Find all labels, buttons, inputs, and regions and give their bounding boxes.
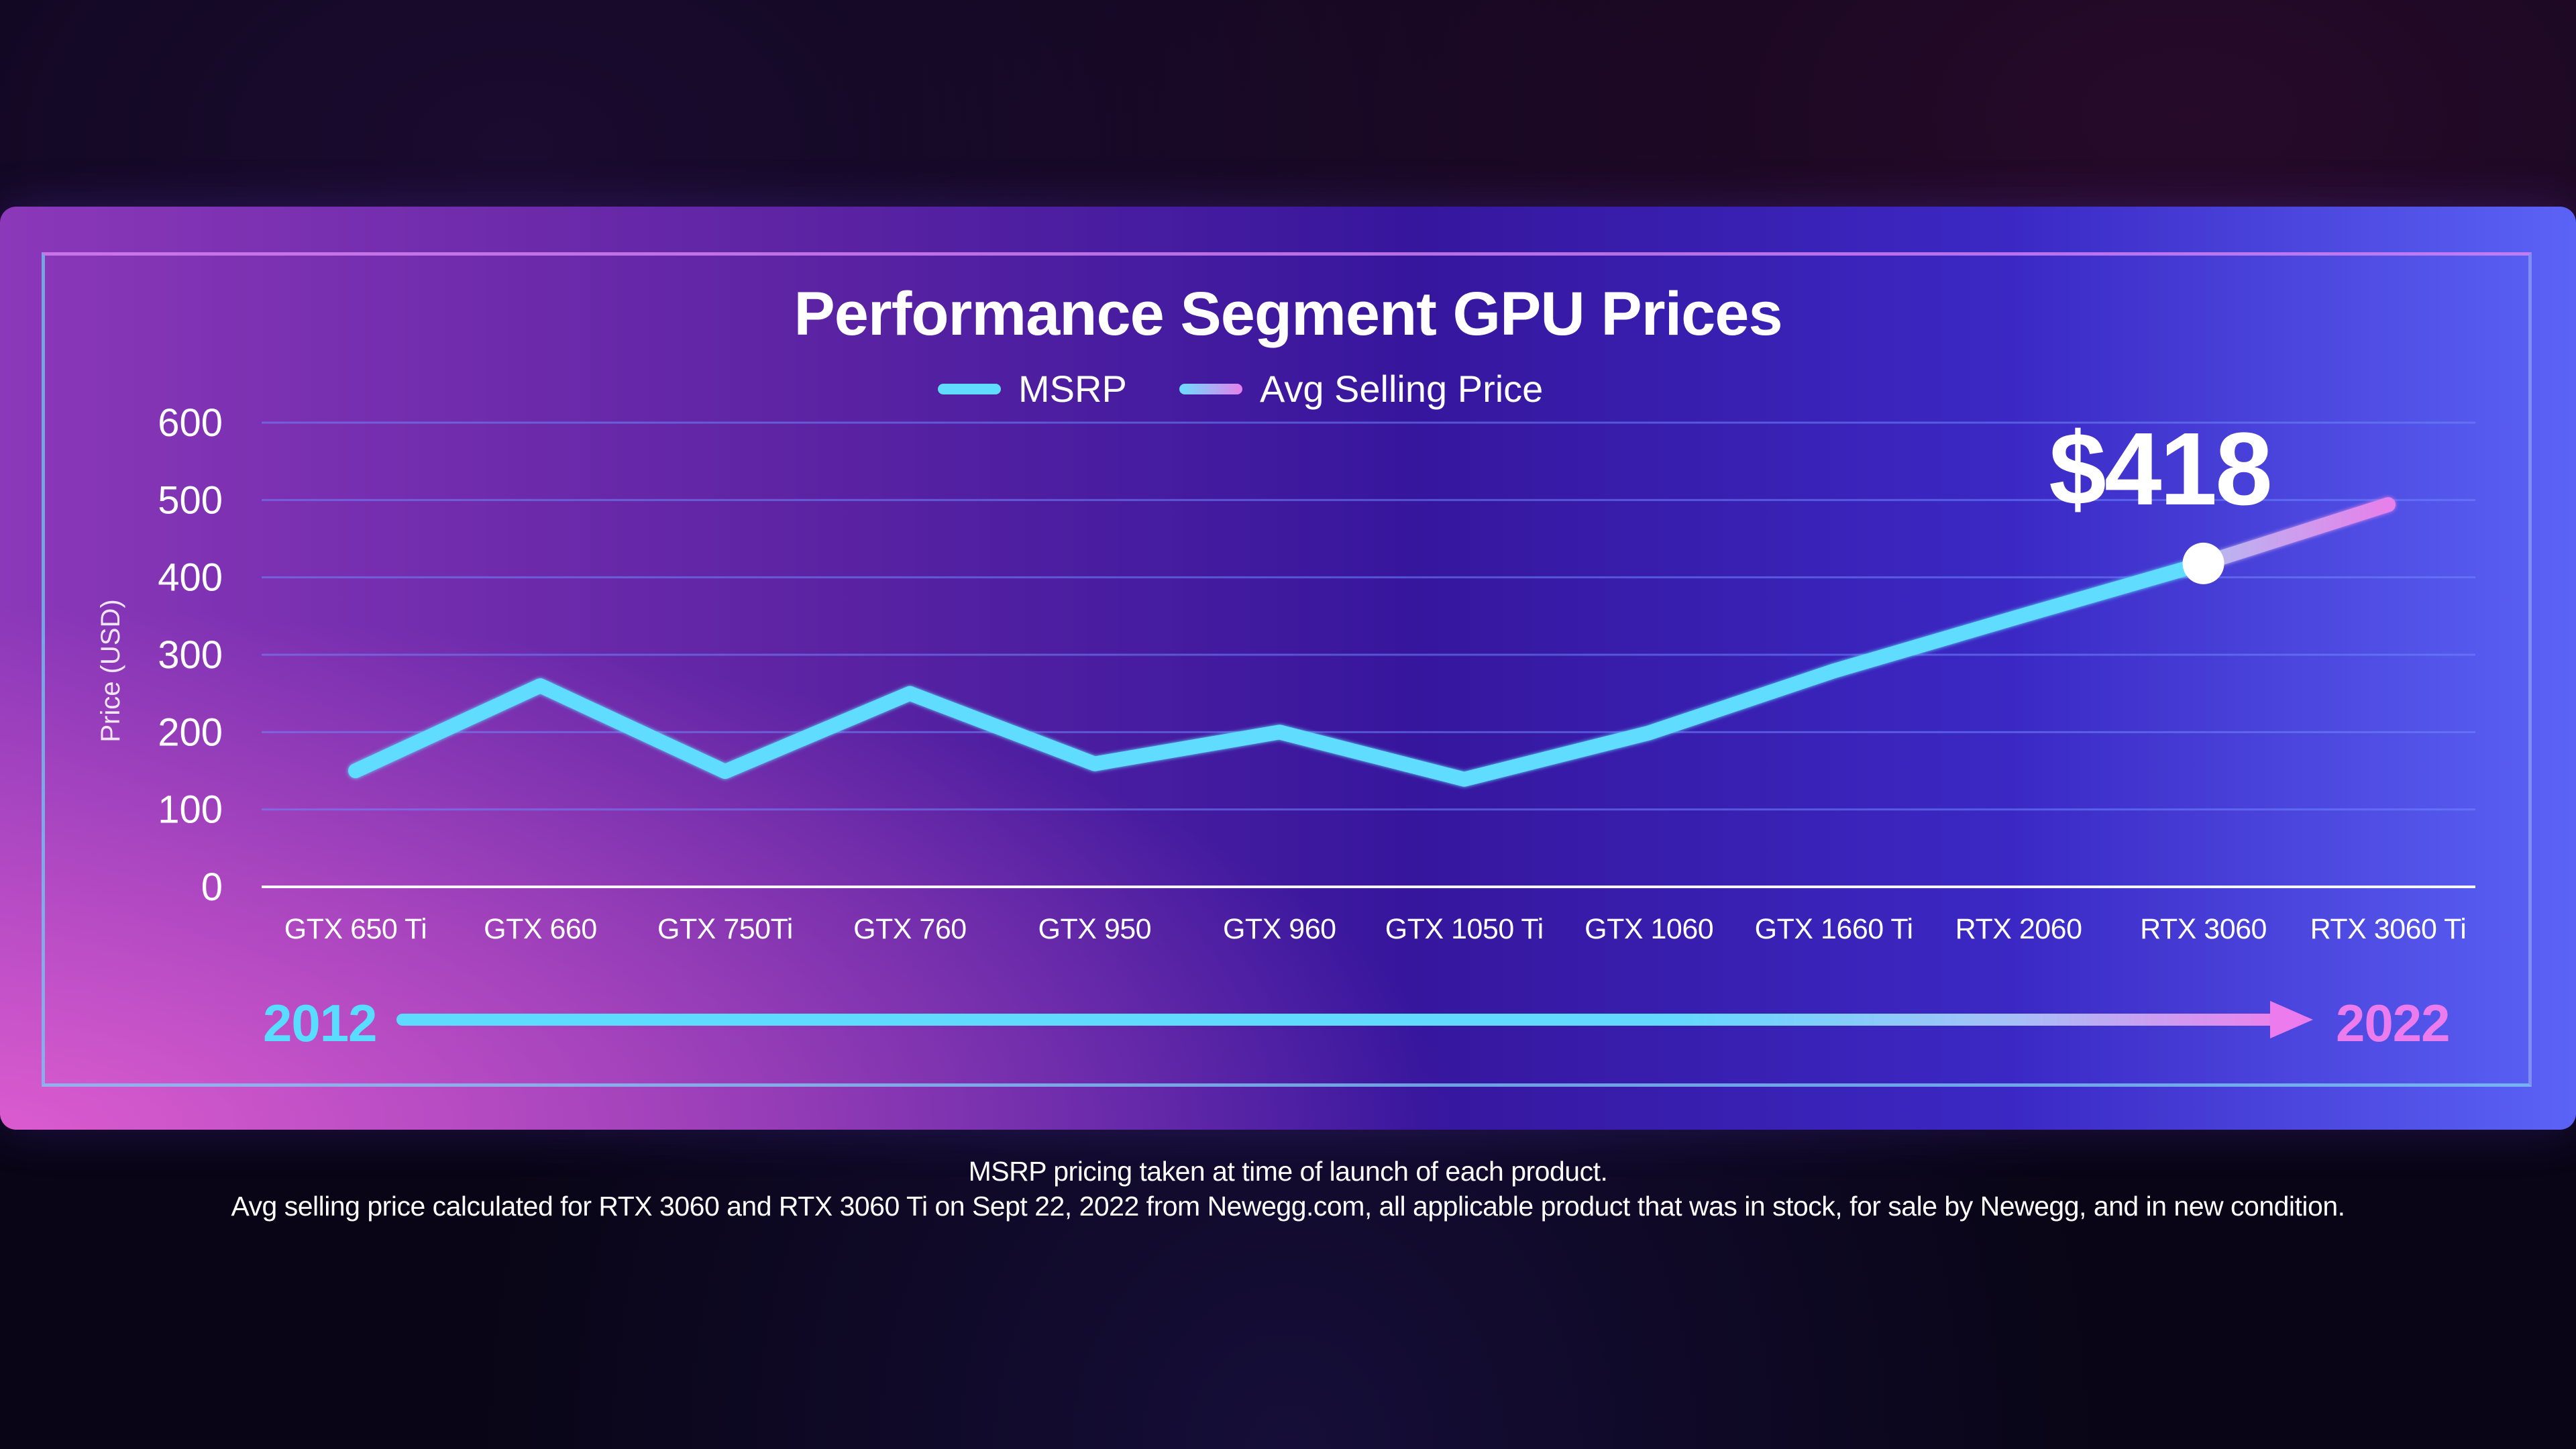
y-tick-label-100: 100 bbox=[158, 788, 223, 832]
x-tick-label-9: RTX 2060 bbox=[1955, 913, 2082, 945]
timeline-arrow-head bbox=[2270, 1001, 2313, 1038]
msrp-point-gtx-1660-ti bbox=[1833, 669, 1835, 672]
series-layer bbox=[348, 497, 2396, 787]
msrp-point-gtx-1060 bbox=[1648, 731, 1650, 734]
chart-frame bbox=[42, 252, 2532, 1087]
msrp-point-gtx-750ti bbox=[724, 770, 727, 773]
msrp-point-rtx-2060 bbox=[2017, 615, 2020, 618]
msrp-point-gtx-1050-ti bbox=[1463, 778, 1466, 781]
x-tick-label-3: GTX 760 bbox=[853, 913, 967, 945]
x-tick-label-0: GTX 650 Ti bbox=[284, 913, 427, 945]
x-tick-label-8: GTX 1660 Ti bbox=[1755, 913, 1913, 945]
msrp-point-gtx-960 bbox=[1278, 731, 1281, 733]
x-tick-label-4: GTX 950 bbox=[1038, 913, 1152, 945]
x-tick-label-5: GTX 960 bbox=[1223, 913, 1336, 945]
msrp-point-gtx-660 bbox=[539, 684, 541, 687]
legend-average-selling-price-label: Avg Selling Price bbox=[1260, 368, 1544, 410]
average-price-point-rtx-3060 bbox=[2182, 542, 2224, 584]
average-selling-price-series-line bbox=[2196, 497, 2396, 571]
y-tick-label-600: 600 bbox=[158, 401, 223, 445]
legend-msrp-swatch bbox=[938, 384, 1001, 395]
label-layer: 0 100 200 300 400 500 600 GTX 650 Ti GTX 660 GTX … bbox=[158, 401, 2467, 945]
msrp-point-gtx-760 bbox=[908, 692, 911, 695]
x-tick-label-2: GTX 750Ti bbox=[657, 913, 793, 945]
msrp-point-gtx-950 bbox=[1093, 763, 1096, 765]
legend-average-selling-price: Avg Selling Price bbox=[1179, 366, 1543, 412]
legend-msrp-label: MSRP bbox=[1018, 368, 1127, 410]
average-price-point-rtx-3060-ti bbox=[2387, 503, 2390, 506]
chart-title: Performance Segment GPU Prices bbox=[794, 280, 1782, 348]
y-tick-label-300: 300 bbox=[158, 633, 223, 677]
average-price-footnote: Avg selling price calculated for RTX 306… bbox=[231, 1191, 2345, 1222]
x-tick-label-7: GTX 1060 bbox=[1585, 913, 1713, 945]
msrp-footnote: MSRP pricing taken at time of launch of … bbox=[968, 1156, 1608, 1187]
annotation-price-label: $418 bbox=[2049, 411, 2271, 527]
x-tick-label-10: RTX 3060 bbox=[2140, 913, 2267, 945]
msrp-series-line bbox=[348, 555, 2211, 787]
timeline-end-year: 2022 bbox=[2336, 994, 2451, 1053]
y-tick-label-0: 0 bbox=[201, 865, 223, 909]
legend-msrp: MSRP bbox=[938, 366, 1127, 412]
y-tick-label-400: 400 bbox=[158, 556, 223, 600]
point-layer bbox=[354, 503, 2390, 781]
timeline-start-year: 2012 bbox=[263, 994, 378, 1053]
y-tick-label-500: 500 bbox=[158, 478, 223, 522]
chart-panel bbox=[0, 207, 2576, 1130]
legend-average-selling-price-swatch bbox=[1179, 384, 1242, 395]
timeline-layer bbox=[396, 1001, 2313, 1038]
msrp-point-gtx-650-ti bbox=[354, 769, 357, 772]
y-tick-label-200: 200 bbox=[158, 710, 223, 754]
y-axis-title: Price (USD) bbox=[96, 599, 125, 743]
x-tick-label-6: GTX 1050 Ti bbox=[1385, 913, 1544, 945]
x-tick-label-1: GTX 660 bbox=[484, 913, 597, 945]
x-tick-label-11: RTX 3060 Ti bbox=[2310, 913, 2467, 945]
